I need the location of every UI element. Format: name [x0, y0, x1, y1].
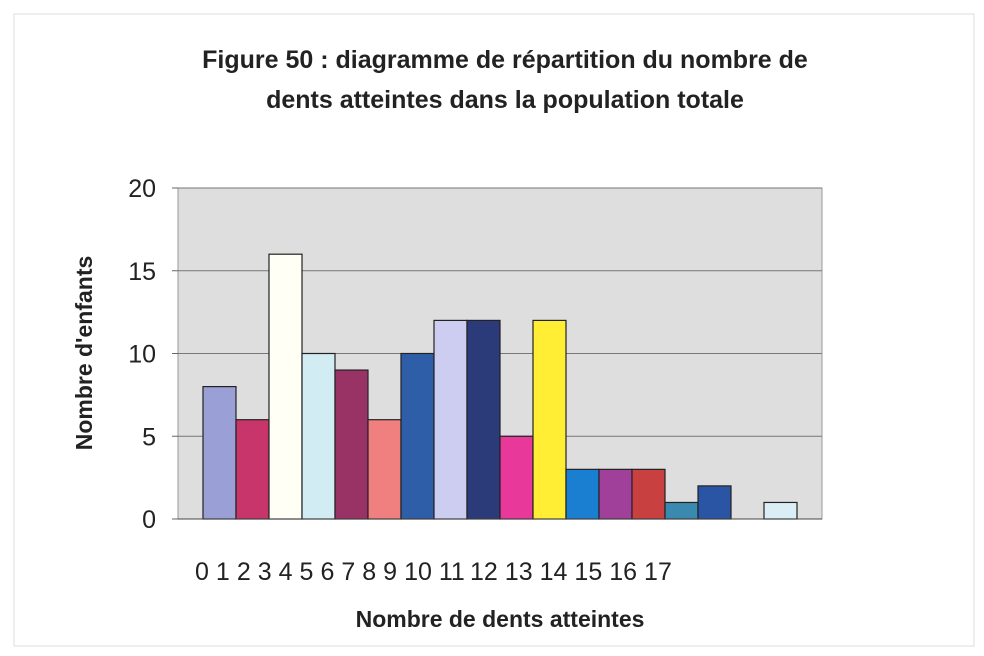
x-tick-labels: 0 1 2 3 4 5 6 7 8 9 10 11 12 13 14 15 16 17: [195, 558, 672, 586]
bar: [301, 352, 336, 520]
y-tick-label: 0: [142, 506, 156, 534]
bar: [499, 435, 534, 520]
x-tick-label: 1: [216, 558, 230, 586]
x-tick-label: 2: [237, 558, 251, 586]
x-tick-label: 8: [362, 558, 376, 586]
bar: [400, 352, 435, 520]
bar: [268, 253, 303, 520]
x-tick-label: 4: [279, 558, 293, 586]
bar: [565, 468, 600, 520]
bar: [631, 468, 666, 520]
bar: [598, 468, 633, 520]
bar: [664, 501, 699, 520]
x-tick-label: 12: [470, 558, 498, 586]
x-tick-label: 13: [505, 558, 533, 586]
chart-title: Figure 50 : diagramme de répartition du …: [202, 46, 808, 74]
bar: [334, 369, 369, 520]
x-tick-label: 17: [644, 558, 672, 586]
bar: [433, 319, 468, 520]
x-tick-label: 9: [383, 558, 397, 586]
bar: [367, 419, 402, 520]
bar: [466, 319, 501, 520]
x-tick-label: 5: [300, 558, 314, 586]
bar: [235, 419, 270, 520]
x-tick-label: 14: [540, 558, 568, 586]
x-tick-label: 7: [341, 558, 355, 586]
x-tick-label: 6: [320, 558, 334, 586]
bar: [202, 386, 237, 520]
y-tick-label: 10: [128, 341, 156, 369]
y-tick-label: 20: [128, 175, 156, 203]
y-tick-label: 5: [142, 423, 156, 451]
x-tick-label: 3: [258, 558, 272, 586]
x-axis-label: Nombre de dents atteintes: [356, 606, 645, 632]
y-tick-label: 15: [128, 258, 156, 286]
x-tick-label: 16: [609, 558, 637, 586]
x-tick-label: 15: [574, 558, 602, 586]
x-tick-label: 11: [439, 558, 464, 586]
bar: [697, 485, 732, 520]
x-tick-label: 10: [404, 558, 432, 586]
y-axis-label: Nombre d'enfants: [71, 256, 97, 451]
chart-title: dents atteintes dans la population total…: [266, 86, 744, 114]
bar: [532, 319, 567, 520]
bar: [763, 501, 798, 520]
x-tick-label: 0: [195, 558, 209, 586]
